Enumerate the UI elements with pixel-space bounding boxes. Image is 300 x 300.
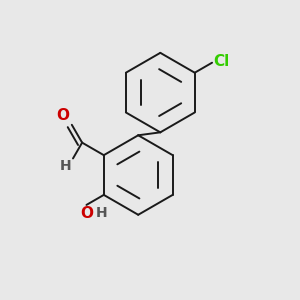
Text: Cl: Cl xyxy=(214,54,230,69)
Text: H: H xyxy=(95,206,107,220)
Text: O: O xyxy=(80,206,94,221)
Text: O: O xyxy=(56,108,70,123)
Text: H: H xyxy=(60,159,71,173)
